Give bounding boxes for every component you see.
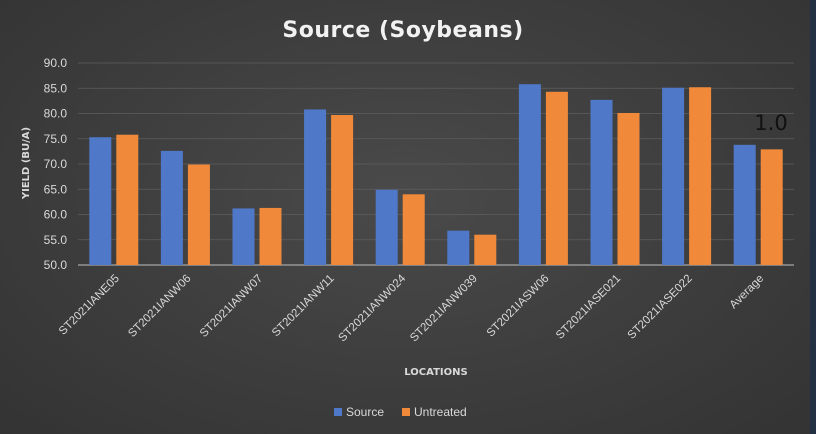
legend: Source Untreated [334, 405, 467, 419]
bar-source-st2021ianw024 [375, 189, 398, 265]
y-tick-labels: 50.0 55.0 60.0 65.0 70.0 75.0 80.0 85.0 90.0 [44, 56, 68, 272]
x-category-label: ST2021IASE022 [626, 273, 695, 342]
bar-source-average [733, 144, 756, 265]
x-category-label: ST2021IASW06 [485, 273, 552, 340]
bar-source-st2021ianw07 [232, 208, 255, 265]
bar-source-st2021ianw039 [447, 230, 470, 265]
x-axis-title: LOCATIONS [404, 367, 467, 378]
y-axis-title: YIELD (BU/A) [21, 127, 32, 200]
bar-untreated-st2021iase021 [617, 112, 640, 266]
average-annotation: 1.0 [754, 111, 787, 135]
y-tick-label: 60.0 [44, 208, 68, 222]
bar-source-st2021iane05 [89, 137, 112, 265]
x-category-label: ST2021IANW06 [126, 273, 193, 340]
bar-untreated-st2021iasw06 [545, 91, 568, 265]
y-tick-label: 70.0 [44, 157, 68, 171]
bar-untreated-st2021ianw11 [331, 115, 354, 265]
x-category-label: ST2021IANW11 [270, 273, 337, 340]
y-tick-label: 85.0 [44, 81, 68, 95]
bar-untreated-st2021iase022 [689, 87, 712, 266]
bar-untreated-st2021ianw07 [259, 207, 282, 265]
legend-swatch-untreated [402, 408, 410, 416]
y-tick-label: 90.0 [44, 56, 68, 70]
x-category-label: ST2021IANW039 [408, 273, 480, 345]
bar-source-st2021iase022 [662, 87, 685, 266]
x-category-label: Average [728, 273, 767, 312]
y-tick-label: 55.0 [44, 233, 68, 247]
gridlines [78, 62, 794, 266]
y-tick-label: 75.0 [44, 132, 68, 146]
bar-untreated-st2021iane05 [116, 134, 139, 265]
bar-source-st2021iasw06 [518, 84, 541, 266]
legend-label-untreated: Untreated [414, 405, 467, 419]
x-category-label: ST2021IANE05 [57, 273, 122, 338]
bars [89, 84, 783, 266]
legend-swatch-source [334, 408, 342, 416]
x-category-labels: ST2021IANE05 ST2021IANW06 ST2021IANW07 ST20… [57, 272, 766, 344]
x-category-label: ST2021IANW024 [337, 272, 409, 344]
x-category-label: ST2021IANW07 [198, 273, 265, 340]
y-tick-label: 65.0 [44, 182, 68, 196]
bar-source-st2021ianw11 [304, 109, 327, 266]
bar-untreated-average [760, 149, 783, 265]
bar-untreated-st2021ianw06 [187, 164, 210, 265]
bar-source-st2021iase021 [590, 99, 613, 266]
bar-untreated-st2021ianw039 [474, 234, 497, 265]
y-tick-label: 80.0 [44, 107, 68, 121]
legend-label-source: Source [346, 405, 384, 419]
chart-title: Source (Soybeans) [282, 18, 523, 43]
y-tick-label: 50.0 [44, 258, 68, 272]
bar-source-st2021ianw06 [160, 150, 183, 265]
bar-untreated-st2021ianw024 [402, 194, 425, 265]
x-category-label: ST2021IASE021 [554, 273, 623, 342]
